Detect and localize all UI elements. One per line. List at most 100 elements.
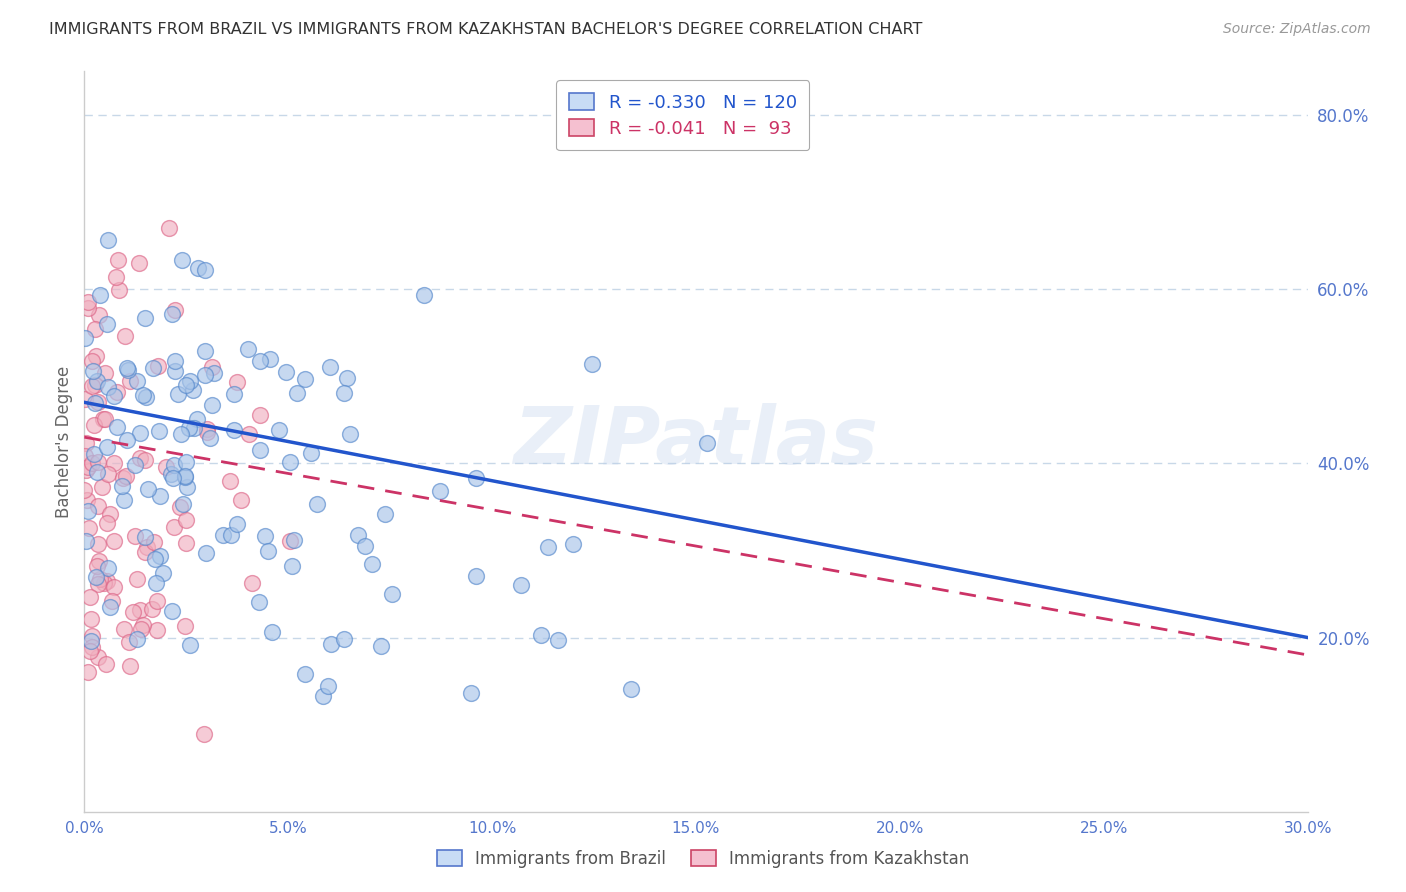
Point <box>464 471 486 485</box>
Point <box>155 459 177 474</box>
Point <box>96 440 118 454</box>
Point <box>131 618 153 632</box>
Point <box>187 260 209 275</box>
Point <box>125 572 148 586</box>
Point <box>79 590 101 604</box>
Point <box>79 521 101 535</box>
Point <box>82 354 104 368</box>
Point <box>115 433 138 447</box>
Point <box>169 500 191 515</box>
Point <box>238 342 260 356</box>
Point <box>247 595 270 609</box>
Point <box>212 527 235 541</box>
Point <box>249 408 271 422</box>
Point <box>83 447 105 461</box>
Point <box>429 483 451 498</box>
Point <box>226 516 249 531</box>
Point <box>163 519 186 533</box>
Point <box>80 640 103 654</box>
Point <box>73 483 96 498</box>
Point <box>73 331 96 345</box>
Point <box>321 636 343 650</box>
Point <box>124 529 146 543</box>
Point <box>98 508 121 522</box>
Point <box>562 537 585 551</box>
Point <box>195 422 218 436</box>
Point <box>93 412 115 426</box>
Point <box>240 575 263 590</box>
Text: Source: ZipAtlas.com: Source: ZipAtlas.com <box>1223 22 1371 37</box>
Point <box>170 427 193 442</box>
Point <box>238 426 260 441</box>
Point <box>111 479 134 493</box>
Point <box>86 455 108 469</box>
Point <box>174 618 197 632</box>
Point <box>97 561 120 575</box>
Point <box>460 686 482 700</box>
Point <box>134 310 156 325</box>
Point <box>134 545 156 559</box>
Point <box>76 492 98 507</box>
Point <box>174 535 197 549</box>
Point <box>103 456 125 470</box>
Point <box>97 467 120 481</box>
Point <box>172 497 194 511</box>
Point <box>194 263 217 277</box>
Point <box>195 425 218 440</box>
Point <box>124 458 146 472</box>
Point <box>80 379 103 393</box>
Point <box>294 372 316 386</box>
Point <box>316 680 339 694</box>
Point <box>225 375 247 389</box>
Point <box>135 390 157 404</box>
Point <box>222 386 245 401</box>
Point <box>80 633 103 648</box>
Point <box>229 493 252 508</box>
Point <box>307 497 329 511</box>
Point <box>174 468 197 483</box>
Point <box>120 374 142 388</box>
Point <box>90 480 112 494</box>
Point <box>260 625 283 640</box>
Point <box>146 359 169 374</box>
Point <box>174 377 197 392</box>
Point <box>94 657 117 672</box>
Point <box>79 644 101 658</box>
Point <box>149 489 172 503</box>
Point <box>114 329 136 343</box>
Point <box>165 303 187 318</box>
Point <box>179 638 201 652</box>
Point <box>152 566 174 581</box>
Point <box>172 253 194 268</box>
Point <box>97 380 120 394</box>
Point <box>299 446 322 460</box>
Point <box>160 467 183 481</box>
Point <box>112 471 135 485</box>
Point <box>75 436 97 450</box>
Point <box>86 350 108 364</box>
Point <box>547 633 569 648</box>
Point <box>136 540 159 554</box>
Point <box>134 452 156 467</box>
Point <box>114 469 136 483</box>
Point <box>333 632 356 647</box>
Point <box>83 322 105 336</box>
Point <box>76 301 98 316</box>
Point <box>129 623 152 637</box>
Point <box>96 317 118 331</box>
Point <box>370 640 392 654</box>
Point <box>103 389 125 403</box>
Point <box>159 220 181 235</box>
Point <box>131 388 153 402</box>
Point <box>283 533 305 547</box>
Point <box>93 576 115 591</box>
Point <box>77 504 100 518</box>
Point <box>167 387 190 401</box>
Point <box>75 463 97 477</box>
Point <box>86 650 108 665</box>
Point <box>105 384 128 399</box>
Point <box>134 530 156 544</box>
Point <box>333 385 356 400</box>
Point <box>80 611 103 625</box>
Point <box>129 603 152 617</box>
